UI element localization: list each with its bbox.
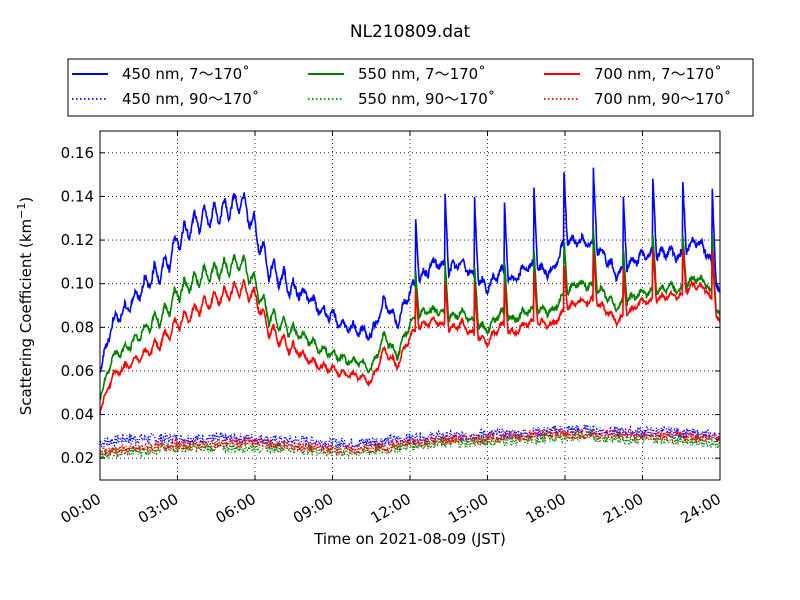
legend: 450 nm, 7～170˚ 550 nm, 7～170˚ 700 nm, 7～17… [67,58,754,117]
x-axis-label: Time on 2021-08-09 (JST) [313,530,506,548]
y-tick-label: 0.12 [61,231,94,249]
chart-title: NL210809.dat [350,22,471,42]
legend-box [67,58,754,117]
y-axis-label-text: Scattering Coefficient (km [17,219,35,415]
y-tick-label: 0.14 [61,187,94,205]
legend-label: 550 nm, 7～170˚ [358,65,486,83]
series-line [99,249,721,415]
plot-series [99,167,721,460]
series-line [99,429,721,460]
series-line [99,228,721,401]
legend-label: 450 nm, 7～170˚ [122,65,250,83]
y-tick-label: 0.10 [61,275,94,293]
y-tick-label: 0.04 [61,406,94,424]
y-axis-label-exponent: −1 [15,203,28,219]
y-tick-label: 0.16 [61,144,94,162]
legend-label: 450 nm, 90～170˚ [122,90,259,108]
y-tick-label: 0.06 [61,362,94,380]
legend-label: 550 nm, 90～170˚ [358,90,495,108]
y-tick-label: 0.08 [61,318,94,336]
y-tick-label: 0.02 [61,449,94,467]
y-axis-label: Scattering Coefficient (km−1) [15,197,35,416]
y-axis: 0.02 0.04 0.06 0.08 0.10 0.12 0.14 0.16 [61,144,720,467]
legend-label: 700 nm, 90～170˚ [594,90,731,108]
legend-label: 700 nm, 7～170˚ [594,65,722,83]
series-line [99,167,721,373]
series-line [99,428,721,458]
y-axis-label-close: ) [17,197,35,203]
series-line [99,422,721,451]
